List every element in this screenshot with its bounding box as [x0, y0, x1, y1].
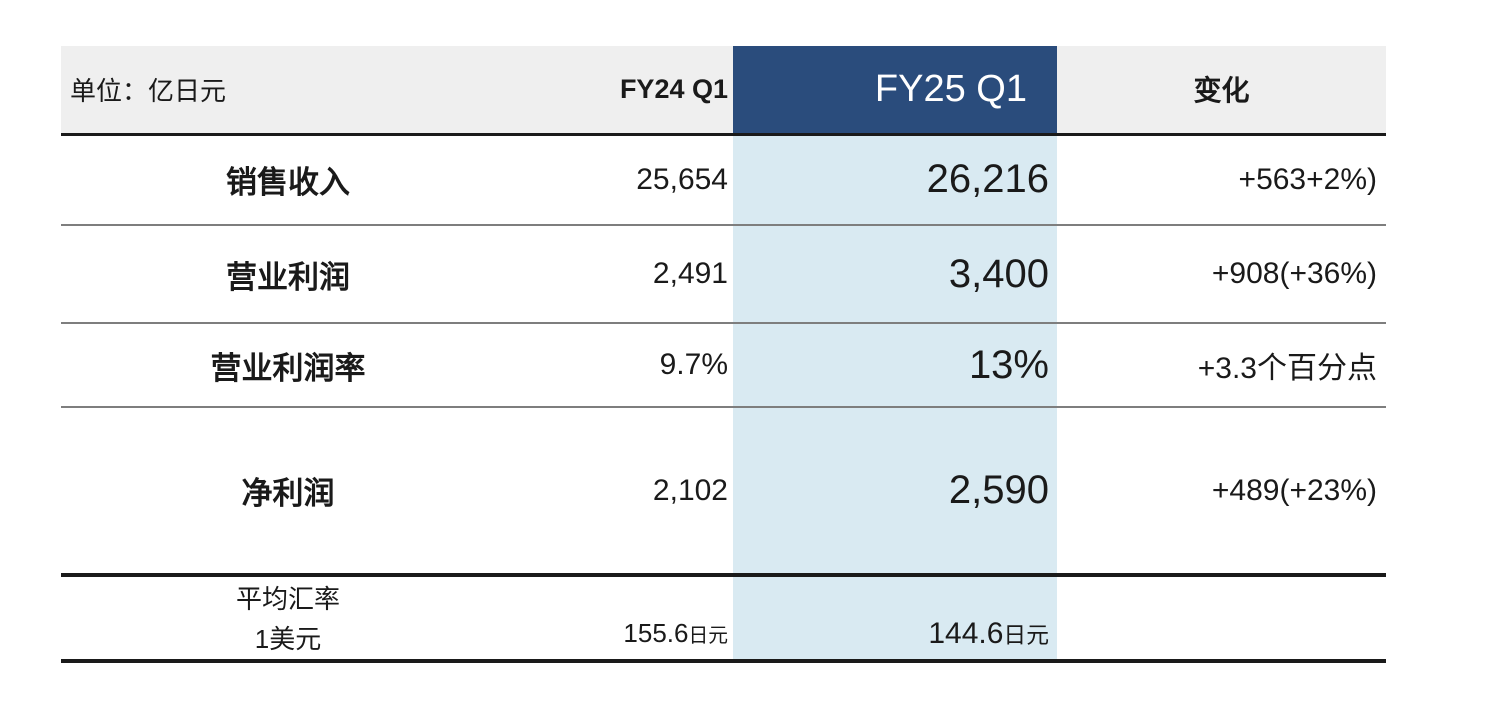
exchange-rate-label-line1: 平均汇率: [235, 584, 340, 614]
column-header-fy24-q1: FY24 Q1: [515, 46, 733, 136]
table-row-average-exchange-rate: 平均汇率 1美元 155.6日元 144.6日元: [61, 573, 1386, 661]
quarterly-results-table: 单位：亿日元 FY24 Q1 FY25 Q1 变化 销售收入 25,654 26…: [61, 46, 1386, 663]
fy24-exchange-rate-unit: 日元: [688, 625, 728, 647]
change-value-empty: [1057, 573, 1386, 661]
table-row-sales-revenue: 销售收入 25,654 26,216 +563+2%): [61, 134, 1386, 225]
fy25-value: 2,590: [733, 406, 1057, 575]
fy24-value: 25,654: [636, 162, 728, 196]
row-label: 销售收入: [226, 165, 350, 201]
fy25-exchange-rate-unit: 日元: [1003, 622, 1049, 648]
row-label: 营业利润率: [61, 322, 515, 407]
fy24-value: 2,102: [515, 406, 733, 575]
row-label: 营业利润: [61, 224, 515, 323]
change-value: +563+2%): [1238, 162, 1377, 196]
table-row-net-profit: 净利润 2,102 2,590 +489(+23%): [61, 406, 1386, 575]
column-header-fy25-q1-highlighted: FY25 Q1: [733, 46, 1057, 136]
column-header-change: 变化: [1057, 46, 1386, 136]
change-value: +908(+36%): [1057, 224, 1386, 323]
fy25-value: 26,216: [733, 134, 1057, 225]
row-label: 净利润: [61, 406, 515, 575]
exchange-rate-label-line2: 1美元: [254, 624, 322, 654]
row-label: 平均汇率 1美元: [61, 573, 515, 661]
fy24-value: 2,491: [515, 224, 733, 323]
fy24-value: 9.7%: [515, 322, 733, 407]
fy24-exchange-rate: 155.6日元: [515, 573, 733, 661]
fy25-value: 13%: [733, 322, 1057, 407]
unit-label: 单位：亿日元: [61, 46, 515, 136]
table-row-operating-profit: 营业利润 2,491 3,400 +908(+36%): [61, 224, 1386, 323]
change-value: +489(+23%): [1057, 406, 1386, 575]
table-header-row: 单位：亿日元 FY24 Q1 FY25 Q1 变化: [61, 46, 1386, 136]
fy25-exchange-rate: 144.6日元: [733, 573, 1057, 661]
change-value: +3.3个百分点: [1057, 322, 1386, 407]
fy25-value: 3,400: [733, 224, 1057, 323]
table-row-operating-margin: 营业利润率 9.7% 13% +3.3个百分点: [61, 322, 1386, 407]
